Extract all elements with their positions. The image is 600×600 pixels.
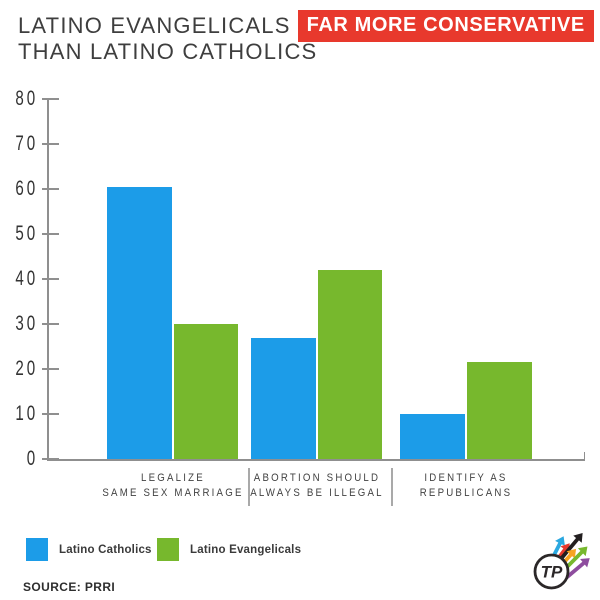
x-category-label: IDENTIFY AS REPUBLICANS — [369, 471, 563, 501]
legend-color-swatch — [26, 538, 48, 561]
source-credit: SOURCE: PRRI — [23, 580, 116, 594]
x-category-label-line: ABORTION SHOULD — [253, 472, 380, 484]
y-tick-label: 70 — [15, 132, 38, 155]
x-axis-end-tick — [583, 452, 585, 460]
legend-item: Latino Evangelicals — [157, 538, 301, 561]
logo-circle — [533, 553, 570, 590]
x-category-label-line: ALWAYS BE ILLEGAL — [249, 487, 384, 499]
y-tick-label: 0 — [26, 447, 38, 470]
y-axis-tick — [42, 143, 59, 145]
chart-title-line1: LATINO EVANGELICALS FAR MORE CONSERVATIV… — [18, 10, 594, 42]
bar-latino-catholics-group3 — [400, 414, 465, 459]
bar-latino-evangelicals-group2 — [317, 270, 382, 459]
y-tick-label: 60 — [15, 177, 38, 200]
chart-title-line2: THAN LATINO CATHOLICS — [18, 39, 318, 64]
bar-latino-evangelicals-group3 — [467, 362, 532, 459]
bar-latino-catholics-group1 — [107, 186, 172, 459]
y-tick-label: 20 — [15, 357, 38, 380]
legend-color-swatch — [157, 538, 179, 561]
logo-initials: TP — [541, 563, 563, 582]
x-category-label-line: SAME SEX MARRIAGE — [101, 487, 244, 499]
publisher-logo: TP — [533, 533, 590, 590]
y-tick-label: 80 — [15, 87, 38, 110]
y-axis-tick — [42, 98, 59, 100]
x-category-label: LEGALIZE SAME SEX MARRIAGE — [76, 471, 270, 501]
y-axis-tick — [42, 368, 59, 370]
category-divider-line — [391, 468, 393, 506]
y-tick-label: 10 — [15, 402, 38, 425]
x-axis-line — [47, 459, 586, 461]
y-axis-tick — [42, 323, 59, 325]
bar-latino-evangelicals-group1 — [173, 324, 238, 459]
x-category-label-line: REPUBLICANS — [419, 487, 513, 499]
x-category-label-line: LEGALIZE — [140, 472, 205, 484]
y-axis-tick — [42, 413, 59, 415]
title-highlight-badge: FAR MORE CONSERVATIVE — [297, 10, 594, 42]
legend-label: Latino Evangelicals — [190, 543, 302, 556]
legend-item: Latino Catholics — [26, 538, 152, 561]
x-category-label-line: IDENTIFY AS — [424, 472, 508, 484]
y-axis-tick — [42, 233, 59, 235]
legend-label: Latino Catholics — [59, 543, 152, 556]
y-axis-tick — [42, 458, 59, 460]
bar-chart: 0 10 20 30 40 50 60 70 80 LEGALIZE SAME SEX MARRIA… — [15, 87, 586, 506]
x-category-label: ABORTION SHOULD ALWAYS BE ILLEGAL — [220, 471, 414, 501]
logo-arrow-icon — [564, 558, 590, 580]
y-tick-label: 40 — [15, 267, 38, 290]
bar-latino-catholics-group2 — [251, 337, 316, 459]
y-axis-tick — [42, 188, 59, 190]
category-divider-line — [248, 468, 250, 506]
y-tick-label: 30 — [15, 312, 38, 335]
title-text-plain: LATINO EVANGELICALS — [18, 13, 291, 38]
y-axis-tick — [42, 278, 59, 280]
y-tick-label: 50 — [15, 222, 38, 245]
